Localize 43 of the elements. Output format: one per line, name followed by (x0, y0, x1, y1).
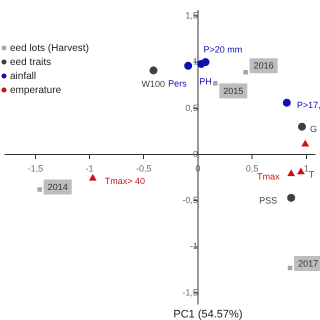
legend-label: eed lots (Harvest) (10, 42, 89, 54)
annotation: 2016 (254, 60, 274, 71)
annotation: 2017 (298, 258, 318, 268)
y-tick-label: 0,5 (185, 102, 198, 113)
annotation: W100 (141, 78, 166, 89)
point (282, 98, 291, 107)
annotation: T (308, 169, 315, 180)
x-tick-label: 0,5 (246, 163, 258, 174)
annotation: 2015 (223, 86, 244, 96)
annotation: P>20 mm (204, 44, 242, 55)
annotation: Tmax (257, 171, 280, 182)
point (37, 187, 42, 192)
point (213, 81, 218, 86)
annotation: Tmax> 40 (104, 176, 146, 186)
point (89, 174, 96, 181)
x-axis-title: PC1 (54.57%) (173, 308, 242, 320)
legend-label: emperature (10, 84, 62, 96)
point (243, 70, 248, 75)
x-tick-label: 1 (304, 163, 309, 174)
point (184, 62, 192, 70)
point (287, 194, 296, 202)
point (302, 140, 309, 147)
x-tick-label: -1 (86, 163, 94, 174)
legend-label: ainfall (10, 70, 36, 82)
point (288, 266, 292, 270)
annotation: G (310, 124, 318, 134)
point (288, 170, 295, 176)
point (149, 66, 158, 74)
point (202, 58, 210, 66)
y-tick-label: 1,5 (185, 10, 198, 20)
annotation: PH (199, 76, 212, 86)
y-tick-label: -1,5 (182, 287, 198, 298)
annotation: Pers (168, 78, 188, 88)
annotation: PSS (259, 195, 278, 206)
y-tick-label: -0,5 (182, 195, 198, 206)
legend-label: eed traits (10, 56, 52, 68)
annotation: 2014 (48, 182, 68, 192)
point (297, 168, 304, 174)
x-tick-label: -1,5 (28, 163, 44, 174)
point (298, 122, 306, 131)
y-tick-label: -1 (190, 241, 198, 252)
x-tick-label: -0,5 (136, 163, 152, 174)
annotation: P>17, (296, 100, 320, 110)
